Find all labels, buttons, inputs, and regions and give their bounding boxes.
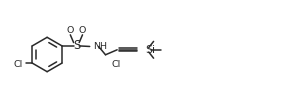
Text: O: O bbox=[79, 26, 86, 35]
Text: O: O bbox=[67, 26, 74, 35]
Text: S: S bbox=[73, 39, 80, 52]
Text: Cl: Cl bbox=[112, 60, 121, 69]
Text: NH: NH bbox=[93, 42, 107, 51]
Text: Cl: Cl bbox=[13, 60, 22, 69]
Text: Si: Si bbox=[145, 45, 155, 55]
